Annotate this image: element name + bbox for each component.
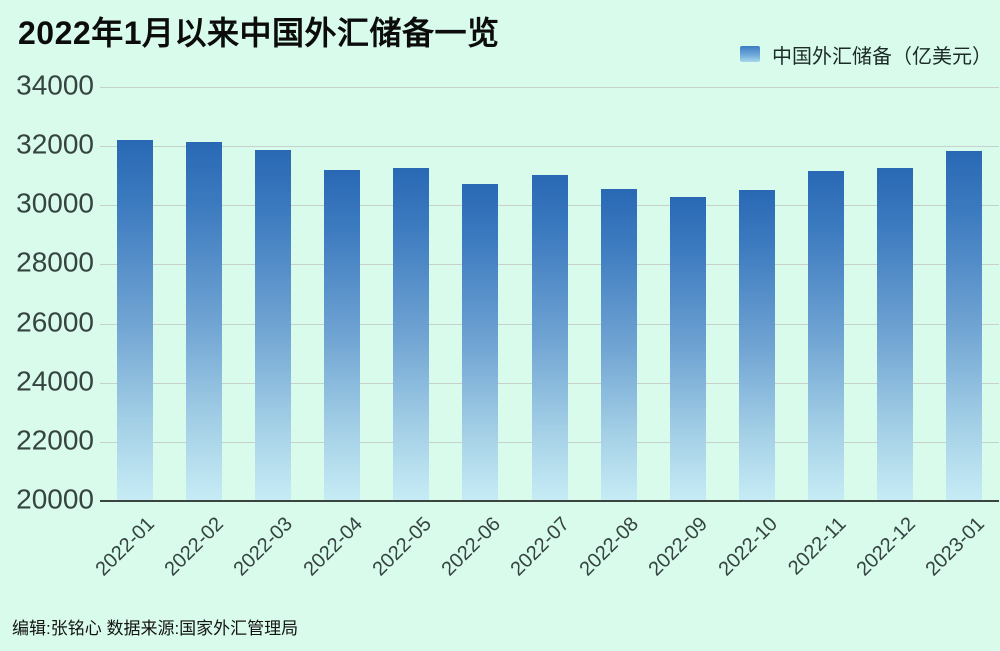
x-axis-tick-label-2023-01: 2023-01 xyxy=(921,513,989,581)
gridline-32000 xyxy=(100,146,999,148)
y-axis-tick-label-26000: 26000 xyxy=(16,306,94,338)
x-axis-tick-label-2022-12: 2022-12 xyxy=(852,513,920,581)
x-axis-tick-label-2022-09: 2022-09 xyxy=(644,513,713,581)
bar-2022-02[interactable] xyxy=(185,142,222,501)
bar-2022-01[interactable] xyxy=(116,139,153,501)
bar-chart-plot-area: 20000 22000 24000 26000 28000 30000 32000 34000… xyxy=(16,70,999,580)
x-axis-tick-label-2022-04: 2022-04 xyxy=(299,513,367,581)
bar-2022-03[interactable] xyxy=(254,149,291,501)
y-axis-tick-label-22000: 22000 xyxy=(16,424,94,456)
credit-line: 编辑:张铭心 数据来源:国家外汇管理局 xyxy=(12,619,299,638)
chart-title: 2022年1月以来中国外汇储备一览 xyxy=(18,15,500,51)
legend-label: 中国外汇储备（亿美元） xyxy=(772,45,992,68)
legend[interactable]: 中国外汇储备（亿美元） xyxy=(740,43,992,68)
bar-2022-05[interactable] xyxy=(393,167,430,501)
gridline-34000 xyxy=(100,87,999,88)
y-axis-tick-label-24000: 24000 xyxy=(16,365,94,397)
x-axis-tick-label-2022-08: 2022-08 xyxy=(575,513,644,581)
bar-2022-09[interactable] xyxy=(669,196,706,501)
x-axis-tick-label-2022-10: 2022-10 xyxy=(714,513,782,581)
y-axis-tick-label-34000: 34000 xyxy=(16,69,94,101)
x-axis-tick-label-2022-02: 2022-02 xyxy=(160,513,229,581)
x-axis-tick-label-2022-11: 2022-11 xyxy=(784,513,851,580)
bar-2022-12[interactable] xyxy=(877,167,914,501)
x-axis-line xyxy=(100,500,999,502)
bar-2022-06[interactable] xyxy=(462,184,499,501)
y-axis-tick-label-20000: 20000 xyxy=(16,483,94,515)
bar-2022-07[interactable] xyxy=(531,174,568,501)
y-axis-tick-label-28000: 28000 xyxy=(16,247,94,279)
y-axis-tick-label-30000: 30000 xyxy=(16,188,94,220)
x-axis-tick-label-2022-05: 2022-05 xyxy=(368,513,436,581)
bar-2023-01[interactable] xyxy=(946,150,983,501)
x-axis-tick-label-2022-03: 2022-03 xyxy=(229,513,298,581)
bar-2022-04[interactable] xyxy=(324,169,361,501)
bar-2022-11[interactable] xyxy=(808,170,845,501)
bar-2022-08[interactable] xyxy=(600,189,637,501)
x-axis-tick-label-2022-06: 2022-06 xyxy=(437,513,505,581)
x-axis-tick-label-2022-07: 2022-07 xyxy=(506,513,575,581)
y-axis-tick-label-32000: 32000 xyxy=(16,128,94,160)
x-axis-tick-label-2022-01: 2022-01 xyxy=(91,513,160,581)
legend-swatch-icon xyxy=(740,46,760,62)
bar-2022-10[interactable] xyxy=(738,189,775,501)
